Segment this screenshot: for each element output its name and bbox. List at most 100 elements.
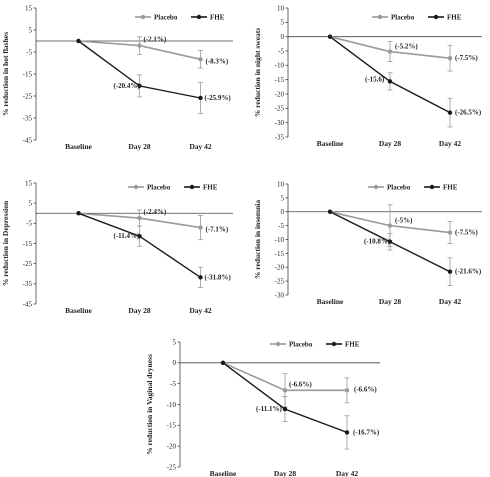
y-axis-label: % reduction in night sweats [253, 28, 262, 118]
legend-label: Placebo [387, 184, 411, 192]
series-placebo: (-6.6%) (-6.6%) [220, 360, 377, 408]
data-point [137, 83, 142, 89]
data-point [327, 34, 333, 39]
data-point [198, 57, 203, 62]
y-tick-label: -5 [278, 47, 284, 55]
data-label: (-7.5%) [455, 229, 478, 237]
legend-label: Placebo [391, 14, 415, 22]
x-tick-label: Baseline [317, 297, 344, 306]
y-tick-label: -30 [275, 291, 285, 299]
series-placebo: (-2.4%) (-7.1%) [76, 208, 229, 241]
data-label: (-15.6) [365, 75, 385, 83]
x-tick-label: Day 28 [379, 297, 402, 306]
legend-marker [189, 184, 195, 190]
data-label: (-7.1%) [206, 226, 229, 234]
legend-marker [196, 14, 202, 20]
y-tick-label: -20 [275, 90, 285, 98]
data-label: (-16.7%) [353, 428, 380, 436]
series-placebo: (-5.2%) (-7.5%) [327, 34, 478, 72]
x-tick-label: Day 42 [189, 142, 212, 151]
chart-panel-1: 15 5 -5 -15 -25 -35 -45 Baseline Day 28 Day 42 % r… [1, 4, 233, 151]
y-tick-label: 5 [281, 194, 285, 202]
legend-marker [331, 341, 337, 347]
data-point [387, 239, 393, 244]
x-tick-label: Day 42 [439, 139, 462, 148]
y-axis-label: % reduction in Vaginal dryness [145, 354, 154, 455]
data-label: (-7.5%) [455, 54, 478, 62]
x-tick-label: Day 42 [336, 469, 359, 477]
series-placebo: (-5%) (-7.5%) [327, 204, 478, 247]
legend: Placebo FHE [135, 14, 225, 22]
data-label: (-5%) [395, 217, 413, 225]
x-tick-label: Day 28 [128, 142, 151, 151]
data-point [220, 360, 226, 366]
y-tick-label: -25 [275, 105, 285, 113]
legend-marker [140, 14, 146, 20]
data-point [447, 110, 453, 115]
legend-label: FHE [443, 184, 458, 192]
data-point [387, 223, 393, 228]
y-tick-label: -25 [23, 260, 33, 268]
data-point [137, 215, 142, 221]
y-tick-label: 15 [25, 4, 33, 12]
data-point [76, 38, 81, 44]
data-label: (-11.4%) [114, 232, 141, 240]
y-tick-label: 10 [277, 4, 285, 12]
chart-panel-2: 10 5 0 -5 -10 -15 -20 -25 -30 -35 Baseline Day 28 Da… [253, 4, 482, 148]
y-tick-label: 0 [173, 359, 177, 367]
x-tick-label: Baseline [210, 469, 237, 477]
series-fhe: (-11.1%) (-16.7%) [220, 360, 380, 450]
y-tick-label: 0 [281, 208, 285, 216]
y-tick-label: -25 [275, 278, 285, 286]
y-tick-label: -30 [275, 119, 285, 127]
x-tick-label: Baseline [65, 142, 92, 151]
data-label: (-10.8%) [364, 238, 391, 246]
y-tick-label: -35 [23, 280, 33, 288]
data-label: (-8.3%) [206, 57, 229, 65]
y-tick-label: 0 [281, 33, 285, 41]
y-tick-label: -25 [23, 92, 33, 100]
y-tick-label: -45 [23, 136, 33, 144]
x-tick-label: Day 42 [189, 306, 212, 315]
data-point [198, 95, 203, 101]
series-fhe: (-15.6) (-26.5%) [327, 34, 482, 128]
data-point [447, 269, 453, 274]
data-label: (-2.1%) [144, 36, 167, 44]
data-label: (-26.5%) [455, 109, 482, 117]
legend-marker [377, 14, 383, 20]
data-point [76, 211, 81, 216]
data-label: (-21.6%) [455, 268, 482, 276]
data-point [282, 388, 288, 393]
y-tick-label: -20 [275, 264, 285, 272]
data-label: (-11.1%) [256, 405, 283, 413]
legend-label: FHE [210, 14, 225, 22]
data-point [198, 275, 203, 280]
y-tick-label: -5 [26, 48, 32, 56]
y-tick-label: 5 [29, 26, 33, 34]
y-tick-label: -15 [23, 70, 33, 78]
data-point [387, 49, 393, 54]
legend-label: Placebo [289, 341, 313, 349]
series-fhe: (-10.8%) (-21.6%) [327, 209, 482, 286]
legend-marker [433, 14, 439, 20]
y-tick-label: -10 [275, 236, 285, 244]
data-label: (-6.6%) [354, 385, 377, 393]
data-point [137, 234, 142, 239]
legend-label: FHE [447, 14, 462, 22]
series-fhe: (-11.4%) (-31.8%) [76, 211, 231, 288]
data-point [282, 406, 288, 412]
data-point [198, 225, 203, 230]
chart-panel-5: 5 0 -5 -10 -15 -20 -25 Baseline Day 28 Day 42 % re… [145, 338, 380, 477]
y-tick-label: -20 [167, 443, 177, 451]
y-tick-label: 10 [277, 180, 285, 188]
x-tick-label: Day 28 [274, 469, 297, 477]
y-tick-label: -15 [167, 422, 177, 430]
data-point [447, 230, 453, 235]
x-tick-label: Day 28 [128, 306, 151, 315]
legend-marker [429, 184, 435, 190]
legend: Placebo FHE [368, 184, 458, 192]
y-tick-label: -35 [275, 133, 285, 141]
y-axis-label: % reduction in Depression [1, 200, 10, 286]
legend: Placebo FHE [128, 184, 218, 192]
